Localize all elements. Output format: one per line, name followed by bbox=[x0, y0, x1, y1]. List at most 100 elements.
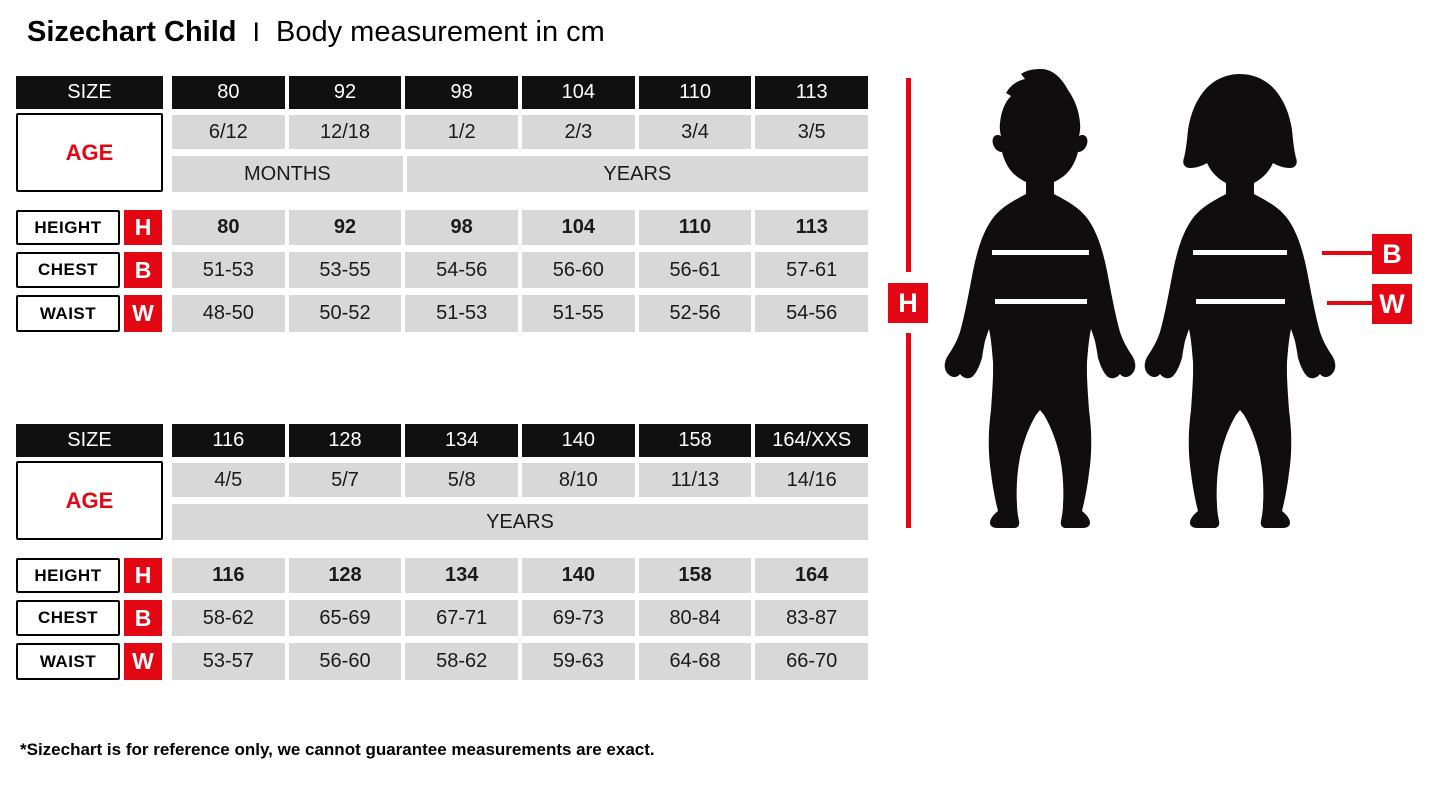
chest-cell: 56-61 bbox=[638, 252, 752, 288]
height-cell: 104 bbox=[522, 210, 635, 245]
boy-chest-line bbox=[992, 250, 1089, 255]
page-title: Sizechart Child I Body measurement in cm bbox=[27, 16, 605, 49]
age-unit-years: YEARS bbox=[172, 504, 868, 540]
height-cell: 140 bbox=[522, 558, 635, 593]
waist-label: WAIST bbox=[16, 643, 120, 680]
age-cell: 3/4 bbox=[638, 115, 752, 149]
title-separator: I bbox=[252, 17, 261, 47]
age-cell: 12/18 bbox=[288, 115, 402, 149]
chest-letter-badge: B bbox=[124, 600, 162, 636]
size-cell: 128 bbox=[288, 424, 402, 457]
chest-cell: 67-71 bbox=[405, 600, 519, 636]
size-cell: 80 bbox=[172, 76, 285, 109]
size-cell: 110 bbox=[638, 76, 752, 109]
height-cell: 113 bbox=[755, 210, 869, 245]
size-cell: 140 bbox=[522, 424, 635, 457]
chest-cell: 69-73 bbox=[522, 600, 635, 636]
size-cell: 134 bbox=[405, 424, 519, 457]
size-row: SIZE 116 128 134 140 158 164/XXS bbox=[16, 424, 869, 457]
height-cell: 98 bbox=[405, 210, 519, 245]
height-row: HEIGHT H 116 128 134 140 158 164 bbox=[16, 558, 869, 593]
chest-badge: B bbox=[1372, 234, 1412, 274]
size-cell: 104 bbox=[522, 76, 635, 109]
height-cell: 92 bbox=[288, 210, 402, 245]
chest-cell: 57-61 bbox=[755, 252, 869, 288]
size-cell: 113 bbox=[755, 76, 869, 109]
waist-badge: W bbox=[1372, 284, 1412, 324]
height-cell: 116 bbox=[172, 558, 285, 593]
age-units-row: YEARS bbox=[16, 504, 868, 540]
chest-cell: 54-56 bbox=[405, 252, 519, 288]
age-cell: 3/5 bbox=[755, 115, 869, 149]
age-cell: 5/8 bbox=[405, 463, 519, 497]
title-subtitle: Body measurement in cm bbox=[276, 16, 605, 48]
size-header-label: SIZE bbox=[16, 76, 163, 109]
age-label: AGE bbox=[16, 461, 163, 540]
age-unit-months: MONTHS bbox=[172, 156, 403, 192]
chest-cell: 53-55 bbox=[288, 252, 402, 288]
chest-cell: 58-62 bbox=[172, 600, 285, 636]
units-row-spacer bbox=[16, 504, 163, 540]
height-row: HEIGHT H 80 92 98 104 110 113 bbox=[16, 210, 869, 245]
age-units-row: MONTHS YEARS bbox=[16, 156, 868, 192]
age-cell: 4/5 bbox=[172, 463, 285, 497]
footnote: *Sizechart is for reference only, we can… bbox=[20, 740, 655, 759]
size-cell: 98 bbox=[405, 76, 519, 109]
waist-cell: 54-56 bbox=[755, 295, 869, 332]
height-cell: 164 bbox=[755, 558, 869, 593]
chest-cell: 83-87 bbox=[755, 600, 869, 636]
size-cell: 164/XXS bbox=[755, 424, 869, 457]
chest-cell: 65-69 bbox=[288, 600, 402, 636]
age-cell: 14/16 bbox=[755, 463, 869, 497]
units-row-spacer bbox=[16, 156, 163, 192]
height-measure-line-top bbox=[906, 78, 911, 272]
age-label: AGE bbox=[16, 113, 163, 192]
waist-row: WAIST W 53-57 56-60 58-62 59-63 64-68 66… bbox=[16, 643, 869, 680]
age-row-spacer bbox=[16, 115, 163, 149]
size-cell: 158 bbox=[638, 424, 752, 457]
age-cell: 5/7 bbox=[288, 463, 402, 497]
age-cell: 6/12 bbox=[172, 115, 285, 149]
size-row: SIZE 80 92 98 104 110 113 bbox=[16, 76, 869, 109]
waist-cell: 52-56 bbox=[638, 295, 752, 332]
waist-cell: 56-60 bbox=[288, 643, 402, 680]
waist-cell: 66-70 bbox=[755, 643, 869, 680]
height-badge: H bbox=[888, 283, 928, 323]
waist-cell: 53-57 bbox=[172, 643, 285, 680]
height-label: HEIGHT bbox=[16, 210, 120, 245]
age-cell: 1/2 bbox=[405, 115, 519, 149]
waist-cell: 64-68 bbox=[638, 643, 752, 680]
height-letter-badge: H bbox=[124, 210, 162, 245]
height-cell: 80 bbox=[172, 210, 285, 245]
boy-silhouette bbox=[944, 69, 1136, 528]
chest-cell: 56-60 bbox=[522, 252, 635, 288]
waist-letter-badge: W bbox=[124, 643, 162, 680]
height-measure-line-bottom bbox=[906, 333, 911, 528]
chest-row: CHEST B 51-53 53-55 54-56 56-60 56-61 57… bbox=[16, 252, 869, 288]
age-cell: 8/10 bbox=[522, 463, 635, 497]
height-letter-badge: H bbox=[124, 558, 162, 593]
size-cell: 92 bbox=[288, 76, 402, 109]
waist-row: WAIST W 48-50 50-52 51-53 51-55 52-56 54… bbox=[16, 295, 869, 332]
age-row: 4/5 5/7 5/8 8/10 11/13 14/16 bbox=[16, 463, 869, 497]
height-cell: 134 bbox=[405, 558, 519, 593]
waist-cell: 59-63 bbox=[522, 643, 635, 680]
age-cell: 11/13 bbox=[638, 463, 752, 497]
chest-label: CHEST bbox=[16, 252, 120, 288]
girl-waist-line bbox=[1196, 299, 1285, 304]
size-cell: 116 bbox=[172, 424, 285, 457]
height-label: HEIGHT bbox=[16, 558, 120, 593]
chest-measure-line bbox=[1322, 251, 1372, 255]
waist-cell: 58-62 bbox=[405, 643, 519, 680]
waist-cell: 51-53 bbox=[405, 295, 519, 332]
height-cell: 128 bbox=[288, 558, 402, 593]
sizetable-large: SIZE 116 128 134 140 158 164/XXS AGE 4/5… bbox=[16, 424, 869, 680]
chest-letter-badge: B bbox=[124, 252, 162, 288]
size-header-label: SIZE bbox=[16, 424, 163, 457]
chest-cell: 80-84 bbox=[638, 600, 752, 636]
waist-letter-badge: W bbox=[124, 295, 162, 332]
waist-measure-line bbox=[1327, 301, 1372, 305]
age-cell: 2/3 bbox=[522, 115, 635, 149]
chest-label: CHEST bbox=[16, 600, 120, 636]
